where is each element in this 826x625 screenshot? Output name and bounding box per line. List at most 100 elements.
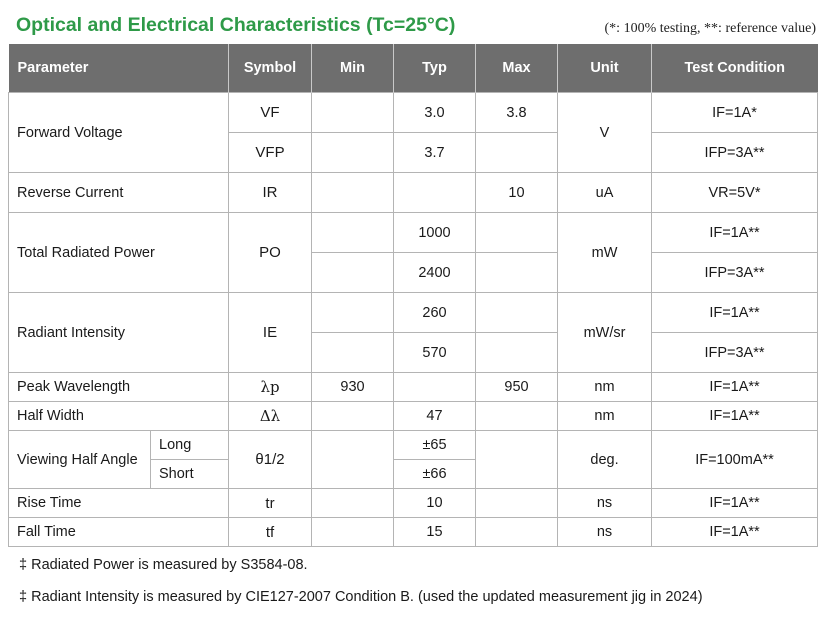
symbol-cell: tf [228, 517, 312, 547]
unit-cell: V [557, 92, 652, 173]
header-test-condition: Test Condition [651, 44, 818, 93]
footnote-radiant-intensity: ‡ Radiant Intensity is measured by CIE12… [19, 589, 703, 605]
min-cell [311, 132, 394, 173]
sub-param-long: Long [150, 430, 229, 460]
symbol-cell: λp [228, 372, 312, 402]
condition-cell: IF=1A** [651, 401, 818, 431]
typ-cell: 47 [393, 401, 476, 431]
max-cell [475, 332, 558, 373]
param-forward-voltage: Forward Voltage [8, 92, 229, 173]
header-unit: Unit [557, 44, 652, 93]
header-symbol: Symbol [228, 44, 312, 93]
unit-cell: mW [557, 212, 652, 293]
max-cell: 10 [475, 172, 558, 213]
header-parameter: Parameter [8, 44, 229, 93]
typ-cell [393, 372, 476, 402]
header-max: Max [475, 44, 558, 93]
typ-cell: 10 [393, 488, 476, 518]
condition-cell: IF=100mA** [651, 430, 818, 489]
unit-cell: deg. [557, 430, 652, 489]
min-cell [311, 252, 394, 293]
min-cell [311, 172, 394, 213]
table-header-row: Parameter Symbol Min Typ Max Unit Test C… [8, 44, 818, 93]
unit-cell: nm [557, 401, 652, 431]
min-cell [311, 401, 394, 431]
table-row: Half Width Δλ 47 nm IF=1A** [8, 401, 818, 431]
min-cell [311, 430, 394, 489]
table-row: Reverse Current IR 10 uA VR=5V* [8, 172, 818, 213]
characteristics-table: Parameter Symbol Min Typ Max Unit Test C… [8, 44, 818, 547]
table-row: Forward Voltage VF 3.0 3.8 V IF=1A* [8, 92, 818, 173]
unit-cell: ns [557, 488, 652, 518]
typ-cell: 2400 [393, 252, 476, 293]
param-peak-wavelength: Peak Wavelength [8, 372, 229, 402]
table-row: 570 IFP=3A** [9, 332, 818, 373]
typ-cell: 3.0 [393, 92, 476, 133]
typ-cell: ±66 [393, 459, 476, 489]
table-row: Viewing Half Angle Long θ1/2 ±65 deg. IF… [8, 430, 818, 489]
unit-cell: nm [557, 372, 652, 402]
condition-cell: IF=1A** [651, 517, 818, 547]
param-rise-time: Rise Time [8, 488, 229, 518]
min-cell [311, 92, 394, 133]
symbol-cell: IE [228, 292, 312, 373]
max-cell [475, 212, 558, 253]
header-typ: Typ [393, 44, 476, 93]
typ-cell [393, 172, 476, 213]
table-row: Rise Time tr 10 ns IF=1A** [8, 488, 818, 518]
symbol-cell: PO [228, 212, 312, 293]
unit-cell: uA [557, 172, 652, 213]
param-reverse-current: Reverse Current [8, 172, 229, 213]
unit-cell: mW/sr [557, 292, 652, 373]
condition-cell: IF=1A** [651, 488, 818, 518]
symbol-cell: tr [228, 488, 312, 518]
symbol-cell: Δλ [228, 401, 312, 431]
max-cell [475, 401, 558, 431]
sub-param-short: Short [150, 459, 229, 489]
legend-note: (*: 100% testing, **: reference value) [604, 21, 816, 36]
footnote-radiated-power: ‡ Radiated Power is measured by S3584-08… [19, 557, 308, 573]
param-viewing-half-angle: Viewing Half Angle [8, 430, 151, 489]
max-cell: 950 [475, 372, 558, 402]
typ-cell: 570 [393, 332, 476, 373]
table-row: Peak Wavelength λp 930 950 nm IF=1A** [8, 372, 818, 402]
max-cell [475, 252, 558, 293]
symbol-cell: IR [228, 172, 312, 213]
condition-cell: VR=5V* [651, 172, 818, 213]
typ-cell: ±65 [393, 430, 476, 460]
param-fall-time: Fall Time [8, 517, 229, 547]
table-row: Total Radiated Power PO 1000 mW IF=1A** [8, 212, 818, 293]
header-min: Min [311, 44, 394, 93]
typ-cell: 3.7 [393, 132, 476, 173]
typ-cell: 1000 [393, 212, 476, 253]
typ-cell: 15 [393, 517, 476, 547]
condition-cell: IF=1A** [651, 372, 818, 402]
table-row: Short ±66 [9, 459, 818, 489]
max-cell [475, 488, 558, 518]
condition-cell: IFP=3A** [651, 132, 818, 173]
condition-cell: IF=1A** [651, 212, 818, 253]
max-cell [475, 292, 558, 333]
min-cell [311, 517, 394, 547]
condition-cell: IFP=3A** [651, 252, 818, 293]
table-row: Radiant Intensity IE 260 mW/sr IF=1A** [8, 292, 818, 373]
section-title: Optical and Electrical Characteristics (… [16, 14, 456, 36]
condition-cell: IF=1A* [651, 92, 818, 133]
param-radiant-intensity: Radiant Intensity [8, 292, 229, 373]
min-cell [311, 488, 394, 518]
min-cell: 930 [311, 372, 394, 402]
condition-cell: IFP=3A** [651, 332, 818, 373]
max-cell [475, 132, 558, 173]
max-cell [475, 517, 558, 547]
min-cell [311, 332, 394, 373]
min-cell [311, 212, 394, 253]
unit-cell: ns [557, 517, 652, 547]
max-cell: 3.8 [475, 92, 558, 133]
symbol-cell: VFP [228, 132, 312, 173]
symbol-cell: VF [228, 92, 312, 133]
table-row: Fall Time tf 15 ns IF=1A** [8, 517, 818, 547]
symbol-cell: θ1/2 [228, 430, 312, 489]
typ-cell: 260 [393, 292, 476, 333]
param-total-radiated-power: Total Radiated Power [8, 212, 229, 293]
param-half-width: Half Width [8, 401, 229, 431]
